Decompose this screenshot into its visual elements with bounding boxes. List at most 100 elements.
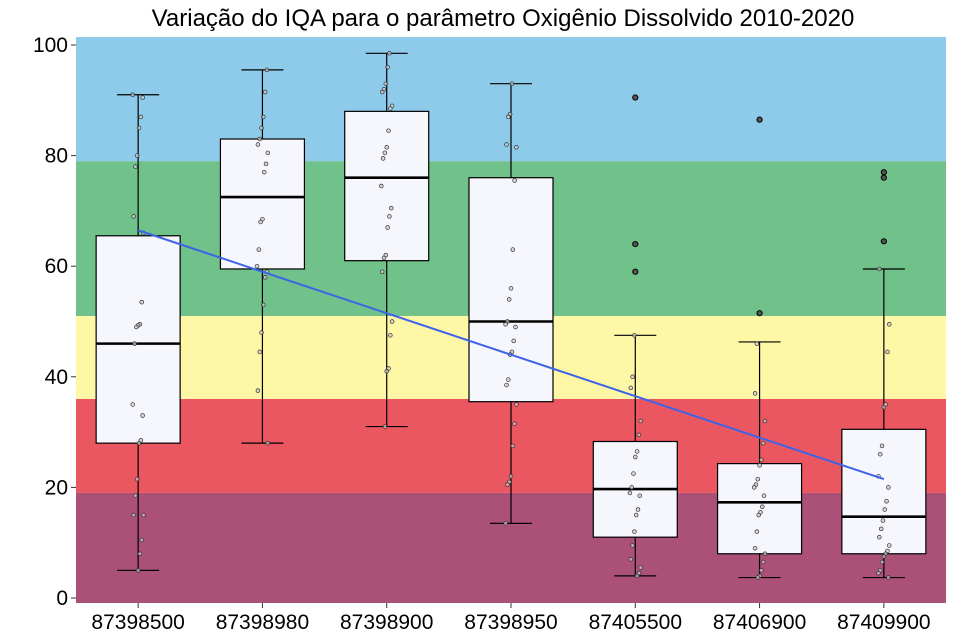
data-point bbox=[755, 575, 761, 580]
data-point bbox=[131, 214, 136, 219]
chart-title: Variação do IQA para o parâmetro Oxigêni… bbox=[152, 5, 855, 32]
data-point bbox=[506, 114, 511, 120]
data-point bbox=[138, 114, 144, 120]
outlier-point bbox=[632, 94, 639, 101]
data-point bbox=[754, 529, 760, 534]
points-87405500 bbox=[627, 333, 643, 579]
data-point bbox=[755, 476, 761, 482]
data-point bbox=[259, 125, 264, 131]
x-tick-label: 87398500 bbox=[91, 611, 184, 634]
data-point bbox=[760, 440, 766, 446]
box-iqr bbox=[716, 463, 803, 555]
points-87398500 bbox=[130, 92, 146, 573]
x-tick-label: 87398980 bbox=[216, 611, 309, 634]
data-point bbox=[140, 95, 145, 100]
points-87406900 bbox=[751, 341, 768, 580]
data-point bbox=[384, 369, 389, 374]
boxplot-87398900 bbox=[344, 52, 430, 428]
boxplot-87398500 bbox=[95, 94, 181, 571]
data-point bbox=[255, 388, 261, 393]
data-point bbox=[881, 554, 887, 559]
data-point bbox=[512, 178, 517, 183]
data-point bbox=[879, 559, 885, 565]
box-iqr bbox=[344, 110, 430, 262]
data-point bbox=[265, 440, 271, 446]
data-point bbox=[381, 255, 387, 261]
data-point bbox=[508, 474, 514, 479]
box-iqr bbox=[219, 138, 306, 270]
data-point bbox=[256, 247, 262, 252]
x-tick-label: 87398950 bbox=[464, 611, 557, 634]
data-point bbox=[262, 89, 268, 95]
data-point bbox=[137, 551, 143, 557]
data-point bbox=[504, 382, 509, 388]
data-point bbox=[130, 402, 135, 407]
data-point bbox=[760, 504, 765, 510]
data-point bbox=[887, 543, 892, 548]
data-point bbox=[760, 559, 766, 565]
outlier-point bbox=[756, 310, 763, 317]
data-point bbox=[630, 543, 635, 548]
boxplot-87398980 bbox=[219, 69, 306, 444]
data-point bbox=[136, 440, 142, 446]
data-point bbox=[761, 493, 767, 498]
data-point bbox=[503, 521, 508, 526]
y-tick-label: 80 bbox=[45, 145, 68, 168]
data-point bbox=[879, 443, 885, 449]
data-point bbox=[759, 568, 764, 573]
data-point bbox=[130, 92, 135, 98]
data-point bbox=[878, 526, 884, 532]
data-point bbox=[265, 150, 271, 156]
x-tick-label: 87409900 bbox=[837, 611, 930, 634]
y-tick-label: 100 bbox=[33, 34, 68, 57]
data-point bbox=[504, 142, 509, 147]
x-tick-label: 87398900 bbox=[340, 611, 433, 634]
x-tick-label: 87405500 bbox=[589, 611, 682, 634]
outlier-point bbox=[632, 268, 639, 275]
data-point bbox=[637, 493, 643, 498]
points-87398950 bbox=[503, 81, 519, 526]
x-tick-label: 87406900 bbox=[713, 611, 806, 634]
data-point bbox=[255, 142, 261, 147]
data-point bbox=[387, 214, 392, 219]
data-point bbox=[751, 485, 757, 490]
data-point bbox=[635, 507, 641, 512]
points-87398980 bbox=[254, 67, 271, 446]
data-point bbox=[882, 507, 888, 512]
data-point bbox=[258, 219, 263, 225]
data-point bbox=[756, 512, 761, 518]
data-point bbox=[887, 322, 892, 327]
data-point bbox=[139, 537, 144, 543]
data-point bbox=[632, 529, 637, 534]
points-87398900 bbox=[379, 51, 395, 429]
data-point bbox=[628, 557, 634, 562]
box-iqr bbox=[95, 235, 181, 444]
data-point bbox=[638, 565, 643, 570]
data-point bbox=[257, 136, 262, 142]
data-point bbox=[388, 205, 394, 211]
data-point bbox=[385, 64, 390, 70]
data-point bbox=[383, 81, 389, 86]
data-point bbox=[514, 402, 519, 407]
data-point bbox=[379, 269, 385, 274]
data-point bbox=[877, 266, 882, 272]
boxplot-87406900 bbox=[716, 116, 803, 579]
trend-line bbox=[137, 229, 885, 481]
data-point bbox=[257, 349, 262, 355]
data-points bbox=[130, 51, 892, 580]
data-point bbox=[629, 485, 634, 490]
data-point bbox=[506, 377, 511, 382]
data-point bbox=[513, 324, 518, 330]
y-tick-label: 0 bbox=[56, 587, 68, 610]
data-point bbox=[509, 81, 515, 86]
boxplots bbox=[95, 52, 927, 579]
data-point bbox=[134, 476, 140, 482]
data-point bbox=[261, 302, 266, 308]
data-point bbox=[634, 449, 640, 454]
data-point bbox=[254, 263, 260, 269]
data-point bbox=[133, 493, 138, 498]
data-point bbox=[136, 125, 142, 131]
data-point bbox=[752, 391, 758, 396]
